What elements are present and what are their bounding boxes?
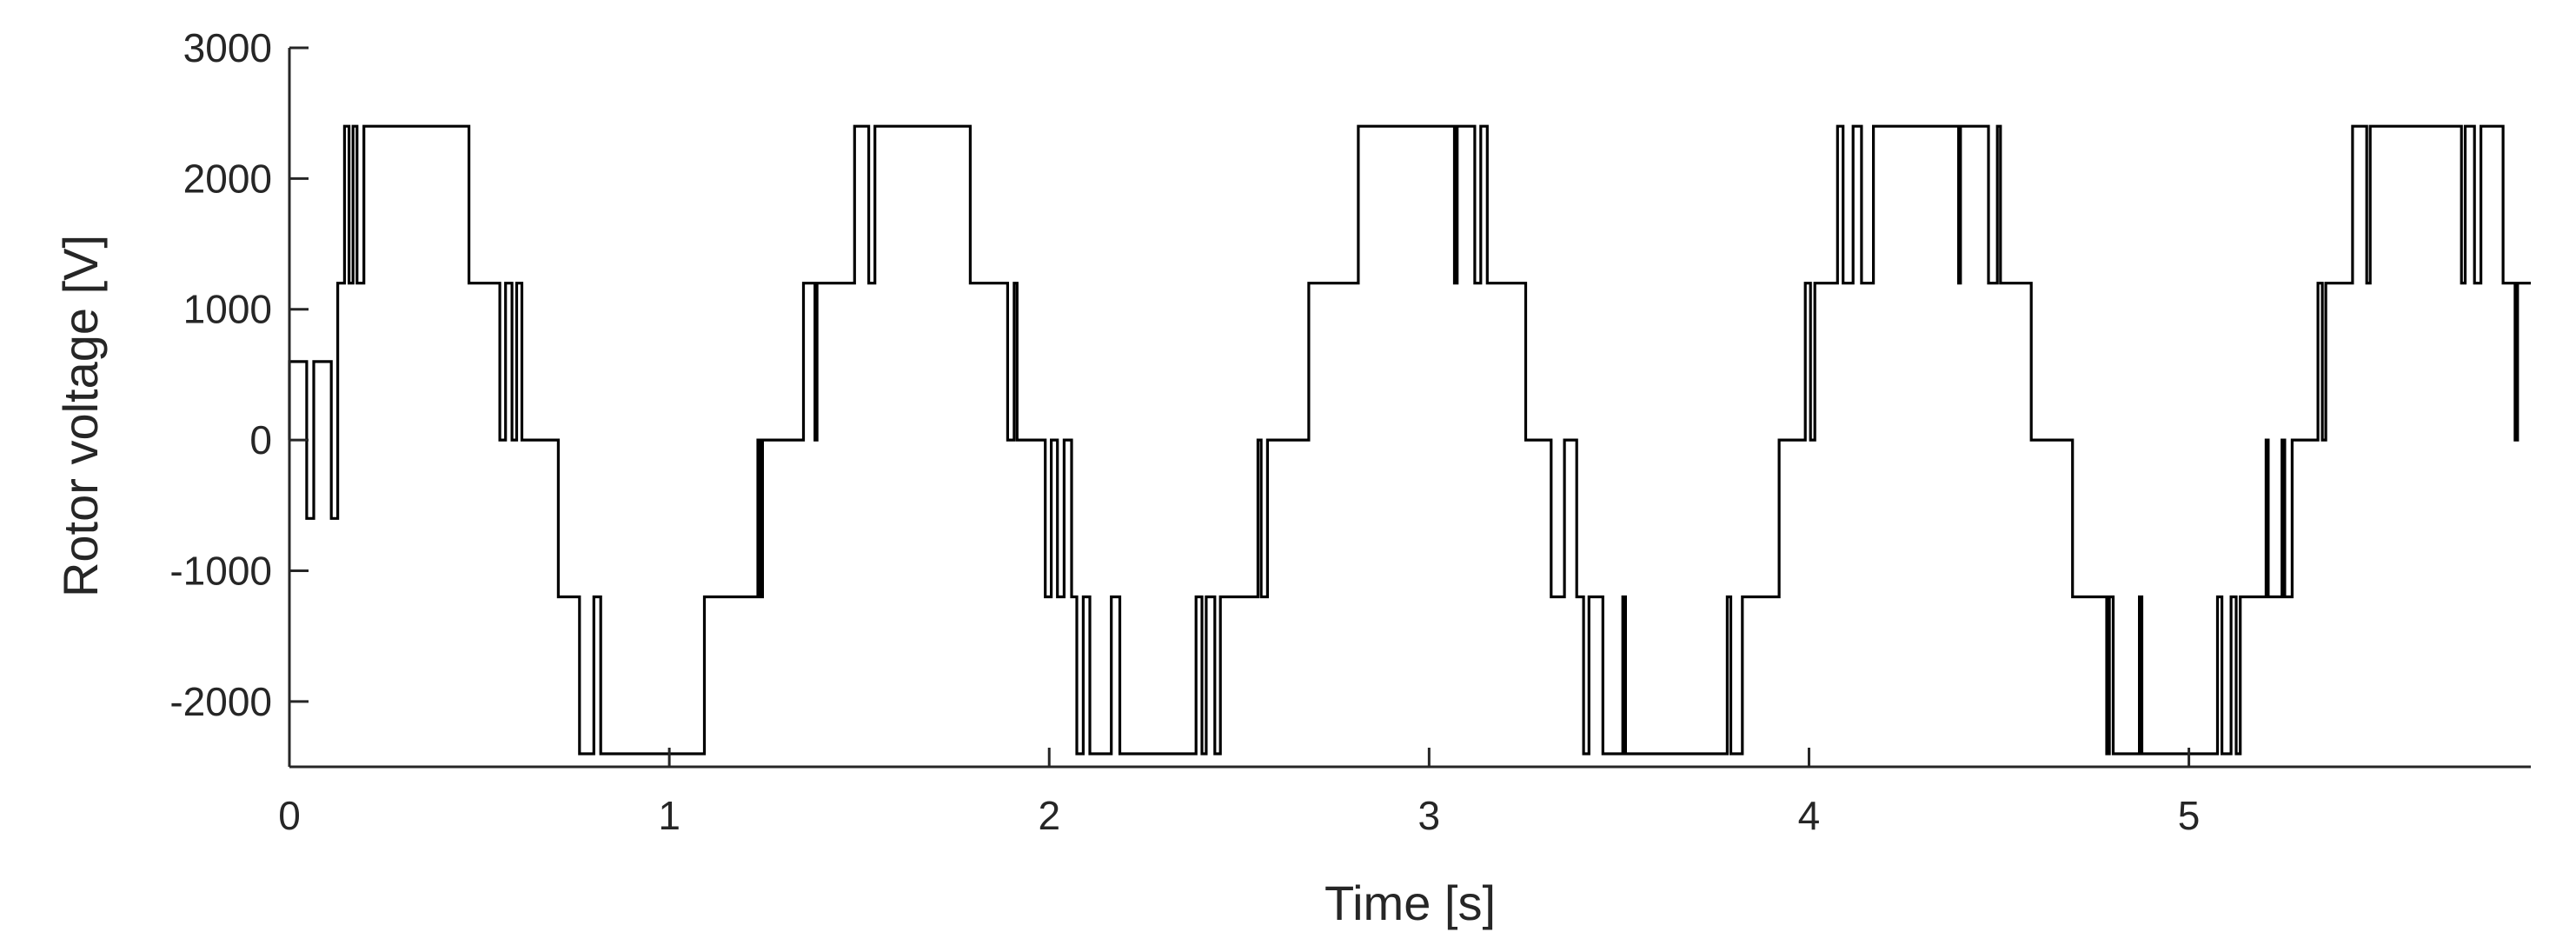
x-tick-label: 1: [658, 793, 681, 838]
y-tick-label: 0: [249, 417, 272, 463]
y-tick-label: -1000: [169, 548, 272, 593]
rotor-voltage-series-line: [288, 124, 2531, 756]
x-tick-label: 2: [1038, 793, 1060, 838]
y-tick-label: 2000: [183, 156, 272, 201]
y-axis-title: Rotor voltage [V]: [53, 235, 108, 597]
x-tick-label: 0: [278, 793, 301, 838]
y-tick-label: 1000: [183, 287, 272, 332]
y-axis: -2000 -1000 0 1000 2000 3000: [169, 25, 309, 767]
x-tick-label: 5: [2178, 793, 2201, 838]
x-axis: 0 1 2 3 4 5: [278, 748, 2531, 838]
x-tick-label: 3: [1418, 793, 1441, 838]
plot-area: [288, 124, 2531, 756]
y-tick-label: 3000: [183, 25, 272, 70]
x-tick-label: 4: [1798, 793, 1821, 838]
y-tick-label: -2000: [169, 679, 272, 724]
x-axis-title: Time [s]: [1325, 875, 1496, 930]
